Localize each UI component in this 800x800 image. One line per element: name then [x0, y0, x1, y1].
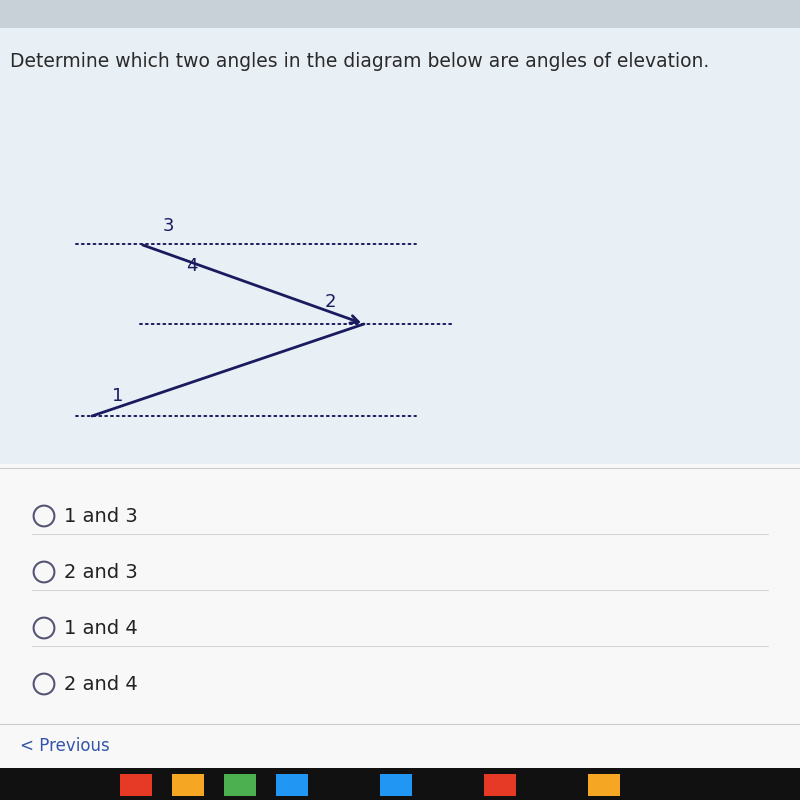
FancyBboxPatch shape	[172, 774, 204, 796]
Text: 1: 1	[112, 387, 123, 405]
Text: Determine which two angles in the diagram below are angles of elevation.: Determine which two angles in the diagra…	[10, 52, 710, 71]
FancyBboxPatch shape	[120, 774, 152, 796]
FancyBboxPatch shape	[224, 774, 256, 796]
Text: 4: 4	[186, 258, 198, 275]
FancyBboxPatch shape	[588, 774, 620, 796]
Text: 1 and 4: 1 and 4	[64, 618, 138, 638]
Text: 3: 3	[162, 218, 174, 235]
Text: < Previous: < Previous	[20, 737, 110, 754]
Text: 1 and 3: 1 and 3	[64, 506, 138, 526]
FancyBboxPatch shape	[276, 774, 308, 796]
FancyBboxPatch shape	[484, 774, 516, 796]
FancyBboxPatch shape	[328, 774, 360, 796]
FancyBboxPatch shape	[0, 0, 800, 28]
FancyBboxPatch shape	[432, 774, 464, 796]
FancyBboxPatch shape	[0, 464, 800, 800]
FancyBboxPatch shape	[0, 768, 800, 800]
Text: 2 and 3: 2 and 3	[64, 562, 138, 582]
FancyBboxPatch shape	[380, 774, 412, 796]
Text: 2: 2	[325, 293, 336, 310]
FancyBboxPatch shape	[0, 0, 800, 464]
FancyBboxPatch shape	[536, 774, 568, 796]
Text: 2 and 4: 2 and 4	[64, 674, 138, 694]
